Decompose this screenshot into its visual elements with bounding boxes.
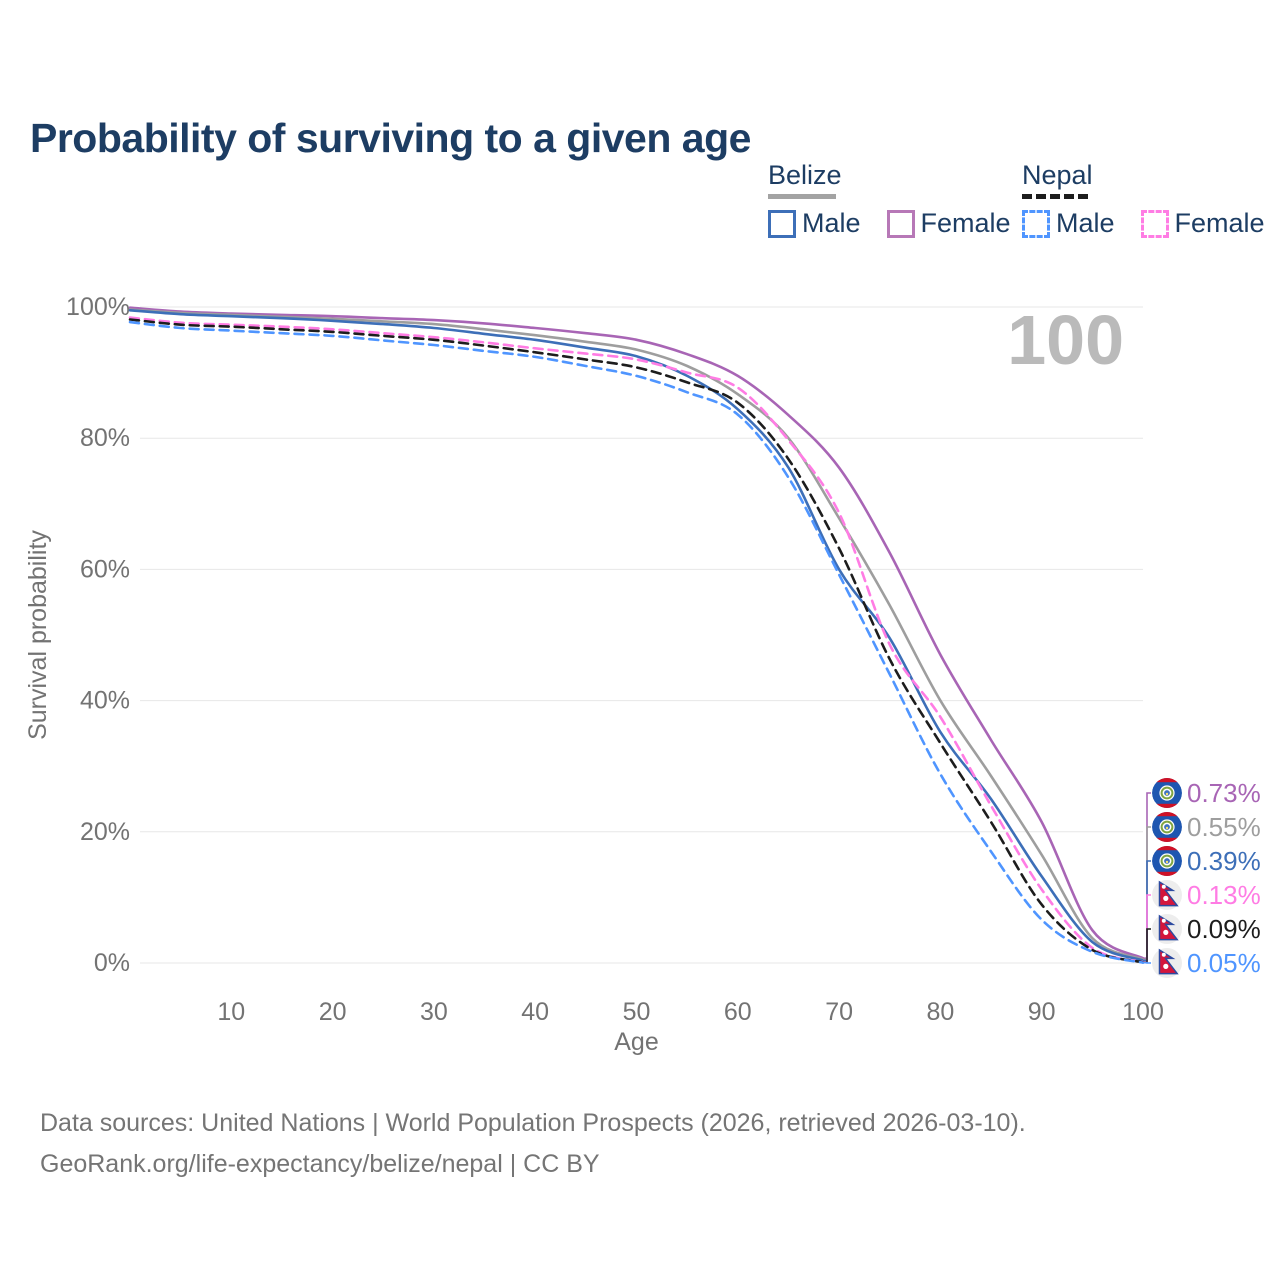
x-tick-label-10: 10 — [217, 998, 245, 1026]
y-tick-label-20: 20% — [80, 818, 130, 846]
series-line-belize[interactable] — [128, 308, 1145, 961]
end-value-label-belize-male: 0.39% — [1187, 846, 1261, 876]
y-axis-title: Survival probability — [24, 530, 52, 740]
y-tick-label-80: 80% — [80, 424, 130, 452]
legend-item-nepal-male[interactable]: Male — [1022, 208, 1115, 239]
end-value-label-belize: 0.55% — [1187, 812, 1261, 842]
x-axis-title: Age — [614, 1028, 658, 1056]
legend-group-belize: Belize Male Female — [768, 160, 1037, 239]
y-tick-label-40: 40% — [80, 687, 130, 715]
x-tick-label-70: 70 — [825, 998, 853, 1026]
legend-linestyle-nepal — [1022, 194, 1088, 199]
nepal-female-swatch-icon — [1140, 209, 1169, 238]
legend-group-title-belize: Belize — [768, 160, 842, 190]
y-tick-label-100: 100% — [66, 293, 130, 321]
x-tick-label-100: 100 — [1122, 998, 1164, 1026]
page-title: Probability of surviving to a given age — [30, 115, 751, 162]
flag-icon-belize — [1152, 778, 1182, 808]
x-tick-label-50: 50 — [623, 998, 651, 1026]
legend-item-belize-male[interactable]: Male — [768, 208, 861, 239]
end-value-label-nepal: 0.09% — [1187, 914, 1261, 944]
flag-icon-nepal — [1152, 948, 1182, 978]
x-tick-label-20: 20 — [319, 998, 347, 1026]
nepal-male-swatch-icon — [1022, 209, 1050, 238]
legend-item-nepal-female[interactable]: Female — [1140, 208, 1265, 239]
data-source-note: Data sources: United Nations | World Pop… — [40, 1103, 1026, 1185]
x-tick-label-60: 60 — [724, 998, 752, 1026]
flag-icon-nepal — [1152, 880, 1182, 910]
flag-icon-belize — [1152, 812, 1182, 842]
data-source-line1: Data sources: United Nations | World Pop… — [40, 1109, 1026, 1137]
data-source-line2: GeoRank.org/life-expectancy/belize/nepal… — [40, 1150, 600, 1178]
legend-group-title-nepal: Nepal — [1022, 160, 1093, 190]
flag-icon-nepal — [1152, 914, 1182, 944]
end-value-label-nepal-male: 0.05% — [1187, 948, 1261, 978]
end-value-label-nepal-female: 0.13% — [1187, 880, 1261, 910]
x-tick-label-80: 80 — [926, 998, 954, 1026]
belize-female-swatch-icon — [886, 209, 915, 238]
belize-male-swatch-icon — [768, 209, 796, 238]
callout-line-nepal — [1143, 928, 1151, 964]
legend: Belize Male Female Nepal Male — [0, 160, 1280, 240]
legend-item-belize-female[interactable]: Female — [886, 208, 1011, 239]
y-tick-label-0: 0% — [94, 949, 130, 977]
legend-group-nepal: Nepal Male Female — [1022, 160, 1280, 239]
end-value-label-belize-female: 0.73% — [1187, 778, 1261, 808]
series-line-nepal-female[interactable] — [128, 316, 1145, 964]
legend-linestyle-belize — [768, 194, 836, 199]
series-line-belize-male[interactable] — [128, 309, 1145, 962]
x-tick-label-30: 30 — [420, 998, 448, 1026]
series-line-nepal[interactable] — [128, 318, 1145, 964]
series-line-nepal-male[interactable] — [128, 320, 1145, 964]
flag-icon-belize — [1152, 846, 1182, 876]
x-tick-label-90: 90 — [1028, 998, 1056, 1026]
watermark-age-100: 100 — [1007, 301, 1124, 379]
series-line-belize-female[interactable] — [128, 306, 1145, 960]
x-tick-label-40: 40 — [521, 998, 549, 1026]
y-tick-label-60: 60% — [80, 555, 130, 583]
